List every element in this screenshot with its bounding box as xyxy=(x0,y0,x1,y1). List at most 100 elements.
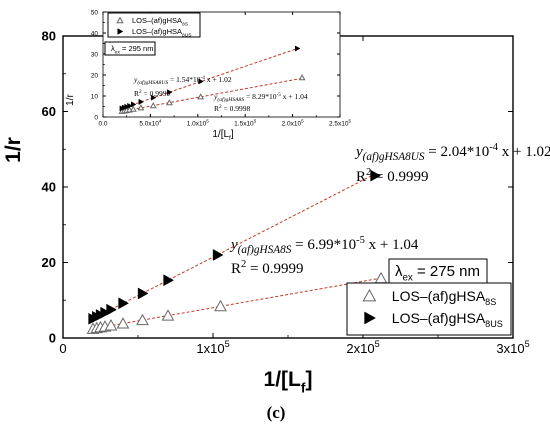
y-tick-label: 40 xyxy=(42,180,56,195)
x-tick-exponent: 5 xyxy=(254,119,257,124)
equation-lhs-sub: (af)gHSA8S xyxy=(238,244,292,256)
x-axis-label-close: ] xyxy=(305,368,312,391)
open-triangle-marker xyxy=(197,93,205,100)
filled-triangle-marker xyxy=(212,249,224,261)
x-axis-label-main: 1/[L xyxy=(212,129,229,140)
excitation-box xyxy=(104,41,156,56)
legend-name: LOS–(af)gHSA xyxy=(132,16,182,25)
y-tick-label: 50 xyxy=(91,9,99,16)
equation-rhs: = 8.29*10 xyxy=(244,92,277,101)
x-tick-mantissa: 2.5x10 xyxy=(329,121,349,128)
excitation-value: = 295 nm xyxy=(120,44,154,53)
r-squared-series-1: R2 = 0.9999 xyxy=(356,167,428,185)
equation-exp: -5 xyxy=(277,92,282,98)
legend-box xyxy=(346,282,512,336)
excitation-box xyxy=(388,258,488,284)
filled-triangle-marker xyxy=(131,101,137,108)
x-tick-label: 5.0x104 xyxy=(139,119,162,128)
x-tick-mantissa: 5.0x10 xyxy=(139,121,159,128)
legend-sub: 8S xyxy=(182,21,189,27)
x-tick-label: 1.0x105 xyxy=(187,119,210,128)
r-squared-series-0: R2 = 0.9998 xyxy=(214,104,250,113)
r2-value: = 0.9999 xyxy=(371,169,428,185)
x-tick-label: 2.5x105 xyxy=(329,119,352,128)
open-triangle-marker xyxy=(149,102,157,109)
filled-triangle-marker xyxy=(117,28,124,35)
x-tick-label: 0.0 xyxy=(98,121,107,128)
x-tick-label: 2x105 xyxy=(346,339,379,356)
filled-triangle-marker xyxy=(295,45,301,52)
r2-value: = 0.9999 xyxy=(246,261,303,277)
filled-triangle-marker xyxy=(118,297,130,310)
x-tick-mantissa: 1.5x10 xyxy=(234,121,254,128)
filled-triangle-marker xyxy=(198,78,204,85)
open-triangle-marker xyxy=(165,99,173,106)
open-triangle-marker xyxy=(362,288,377,302)
open-triangle-marker xyxy=(104,319,118,331)
equation-lhs: y xyxy=(133,75,138,84)
inset-chart: 0.0 5.0x104 1.0x105 1.5x105 2.0x105 2.5x10501… xyxy=(65,9,352,142)
filled-triangle-marker xyxy=(106,303,118,316)
equation-rhs: = 1.54*10 xyxy=(168,75,201,84)
r2-value: = 0.9999 xyxy=(142,89,171,98)
equation-tail: x + 1.04 xyxy=(281,92,308,101)
lambda-symbol: λ xyxy=(395,263,403,280)
equation-lhs: y xyxy=(229,237,238,253)
y-tick-label: 20 xyxy=(42,255,56,270)
r2-label: R xyxy=(134,89,139,98)
legend-entry-0: LOS–(af)gHSA8S xyxy=(392,288,497,307)
x-tick-label: 3x105 xyxy=(496,339,529,356)
r2-label: R xyxy=(231,261,241,277)
filled-triangle-marker xyxy=(137,287,149,300)
legend-sub: 8US xyxy=(182,32,192,38)
lambda-sub: ex xyxy=(403,272,413,283)
panel-label: (c) xyxy=(267,403,286,422)
legend-name: LOS–(af)gHSA xyxy=(392,288,486,304)
x-tick-label: 1x105 xyxy=(196,339,229,356)
open-triangle-marker xyxy=(136,313,149,326)
y-tick-label: 40 xyxy=(91,30,99,37)
equation-lhs-sub: (af)gHSA8US xyxy=(363,151,425,163)
x-tick-mantissa: 1x10 xyxy=(196,341,224,356)
x-tick-exponent: 5 xyxy=(206,119,209,124)
x-axis-label: 1/[Lf] xyxy=(264,368,313,395)
filled-triangle-marker xyxy=(163,274,175,287)
open-triangle-marker xyxy=(129,105,137,112)
x-tick-mantissa: 3x10 xyxy=(496,341,524,356)
equation-tail: x + 1.04 xyxy=(365,237,419,253)
y-tick-label: 20 xyxy=(91,72,99,79)
r2-label: R xyxy=(214,104,219,113)
legend-sub: 8US xyxy=(485,319,503,329)
y-tick-label: 0 xyxy=(94,114,98,121)
x-axis-label-sub: f xyxy=(229,135,231,142)
lambda-sub: ex xyxy=(115,50,121,55)
equation-lhs: y xyxy=(354,144,363,160)
r2-exp: 2 xyxy=(241,259,246,270)
x-tick-exponent: 5 xyxy=(375,339,380,349)
open-triangle-marker xyxy=(137,104,145,111)
filled-triangle-marker xyxy=(150,94,157,101)
x-tick-mantissa: 2x10 xyxy=(346,341,374,356)
excitation-value: = 275 nm xyxy=(413,263,480,280)
equation-lhs-sub: (af)gHSA8US xyxy=(137,79,168,86)
filled-triangle-marker xyxy=(124,103,130,110)
filled-triangle-marker xyxy=(370,169,382,182)
x-axis-label-sub: f xyxy=(301,380,306,395)
y-tick-label: 80 xyxy=(42,29,56,44)
x-tick-exponent: 5 xyxy=(225,339,230,349)
filled-triangle-marker xyxy=(364,311,376,325)
x-tick-mantissa: 2.0x10 xyxy=(282,121,302,128)
equation-series-1: y(af)gHSA8US = 1.54*10-4 x + 1.02 xyxy=(133,75,232,86)
equation-lhs: y xyxy=(213,92,218,101)
equation-exp: -4 xyxy=(489,142,498,153)
x-tick-mantissa: 0.0 xyxy=(98,121,107,128)
excitation-label: λex = 275 nm xyxy=(395,263,480,284)
x-tick-mantissa: 0 xyxy=(59,341,66,356)
y-tick-label: 60 xyxy=(42,104,56,119)
equation-rhs: = 2.04*10 xyxy=(425,144,490,160)
legend-entry-1: LOS–(af)gHSA8US xyxy=(392,310,503,329)
open-triangle-marker xyxy=(298,74,306,81)
r2-exp: 2 xyxy=(139,89,142,95)
x-axis-label-main: 1/[L xyxy=(264,368,302,391)
r-squared-series-1: R2 = 0.9999 xyxy=(134,89,170,98)
